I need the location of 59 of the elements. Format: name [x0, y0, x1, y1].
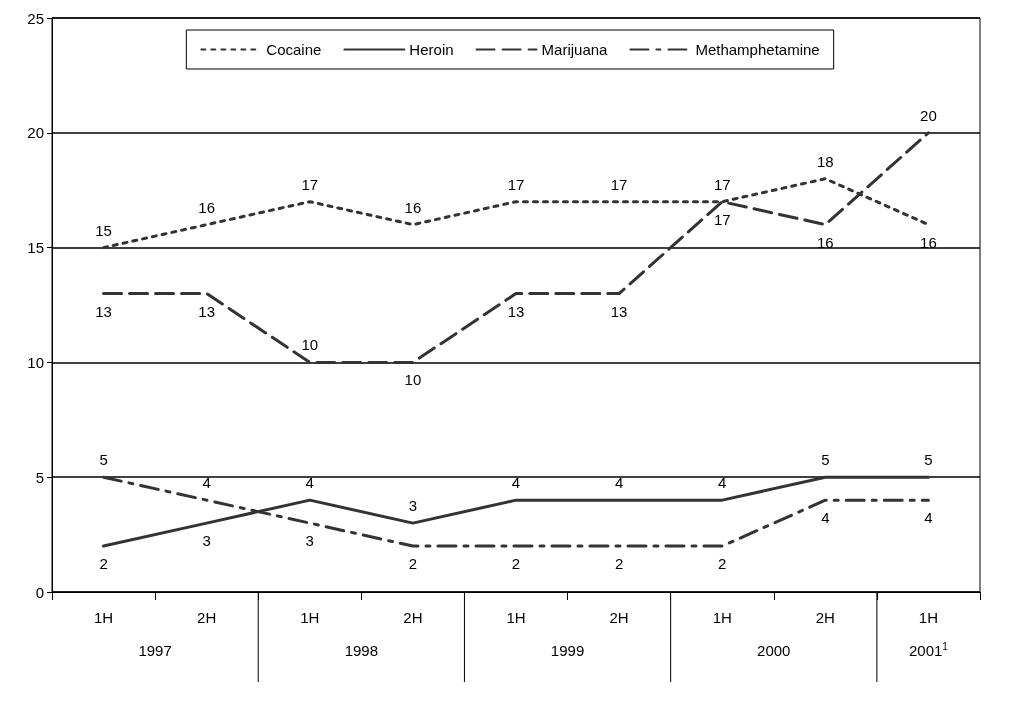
text: 1998 — [344, 641, 379, 659]
y-tick-label: 15 — [27, 239, 44, 257]
data-label: 4 — [718, 474, 727, 492]
data-label: 4 — [924, 509, 933, 527]
data-label: 10 — [404, 371, 422, 389]
data-label: 4 — [202, 474, 211, 492]
data-label: 2 — [614, 555, 624, 573]
data-label: 4 — [511, 474, 521, 492]
data-label: 5 — [821, 451, 830, 469]
text: 1997 — [138, 641, 172, 659]
data-label: 17 — [507, 175, 525, 193]
legend-label: Methamphetamine — [695, 41, 820, 58]
data-label: 2 — [99, 555, 108, 573]
data-label: 4 — [305, 474, 314, 492]
x-tick-label: 1H — [93, 609, 114, 626]
data-label: 5 — [99, 451, 108, 469]
data-label: 13 — [610, 302, 628, 320]
data-label: 3 — [305, 532, 314, 550]
x-tick-label: 2H — [197, 609, 217, 626]
y-tick-label: 25 — [27, 9, 44, 27]
data-label: 16 — [404, 198, 422, 216]
data-label: 18 — [816, 152, 834, 170]
data-label: 20 — [920, 106, 937, 124]
x-tick-label: 1H — [918, 609, 939, 626]
data-label: 4 — [821, 509, 830, 527]
y-tick-label: 0 — [35, 583, 44, 601]
data-label: 13 — [198, 302, 216, 320]
data-label: 3 — [202, 532, 211, 550]
data-label: 16 — [198, 198, 216, 216]
text: 1999 — [550, 641, 585, 659]
data-label: 4 — [614, 474, 624, 492]
data-label: 17 — [301, 175, 319, 193]
data-label: 2 — [718, 555, 727, 573]
x-tick-label: 1H — [712, 609, 732, 626]
data-label: 17 — [713, 210, 731, 228]
data-label: 17 — [713, 175, 731, 193]
legend-label: Cocaine — [266, 41, 322, 58]
y-tick-label: 20 — [27, 124, 44, 142]
x-tick-label: 2H — [815, 609, 835, 626]
legend-label: Marijuana — [541, 41, 609, 58]
text: 2000 — [757, 641, 791, 659]
data-label: 2 — [408, 555, 418, 573]
x-tick-label: 1H — [506, 609, 526, 626]
y-tick-label: 5 — [35, 468, 44, 486]
x-tick-label: 1H — [300, 609, 320, 626]
x-tick-label: 2H — [609, 609, 629, 626]
data-label: 2 — [511, 555, 521, 573]
y-tick-label: 10 — [27, 353, 44, 371]
data-label: 3 — [408, 497, 418, 515]
data-label: 17 — [610, 175, 628, 193]
data-label: 13 — [95, 302, 112, 320]
data-label: 16 — [816, 233, 834, 251]
legend-label: Heroin — [409, 41, 454, 58]
data-label: 13 — [507, 302, 525, 320]
data-label: 10 — [301, 336, 319, 354]
data-label: 16 — [920, 233, 937, 251]
data-label: 5 — [924, 451, 933, 469]
x-tick-label: 2H — [403, 609, 423, 626]
data-label: 15 — [95, 221, 112, 239]
